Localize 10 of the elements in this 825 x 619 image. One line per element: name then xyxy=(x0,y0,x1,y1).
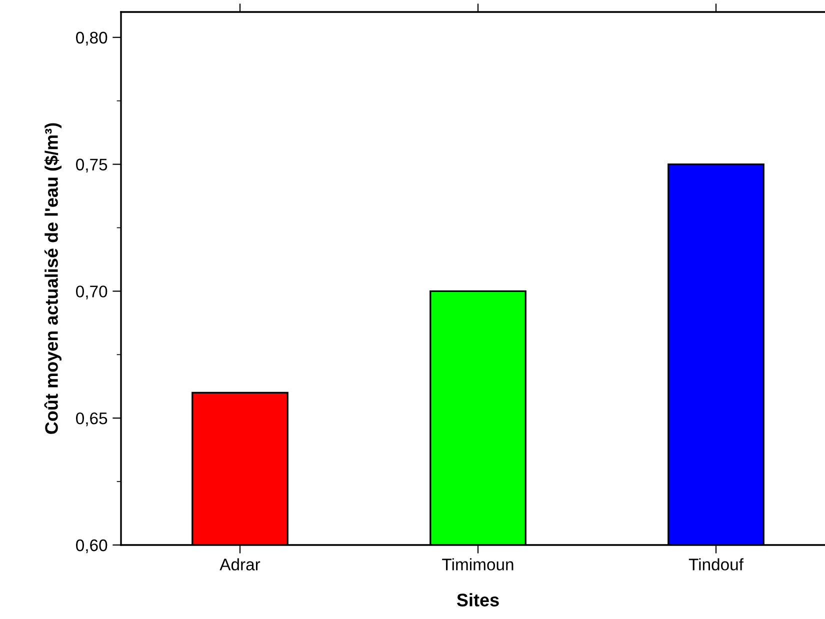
y-tick-label: 0,80 xyxy=(76,32,108,46)
y-tick-label: 0,70 xyxy=(76,286,108,300)
y-tick-label: 0,75 xyxy=(76,158,108,172)
y-tick-label: 0,60 xyxy=(76,539,108,554)
x-tick-label: Adrar xyxy=(220,558,260,570)
y-axis-title: Coût moyen actualisé de l'eau ($/m³) xyxy=(44,123,62,434)
x-axis-title: Sites xyxy=(456,593,499,606)
y-tick-label: 0,65 xyxy=(76,412,108,426)
x-tick-label: Tindouf xyxy=(688,558,744,570)
x-tick-label: Timimoun xyxy=(442,558,514,570)
